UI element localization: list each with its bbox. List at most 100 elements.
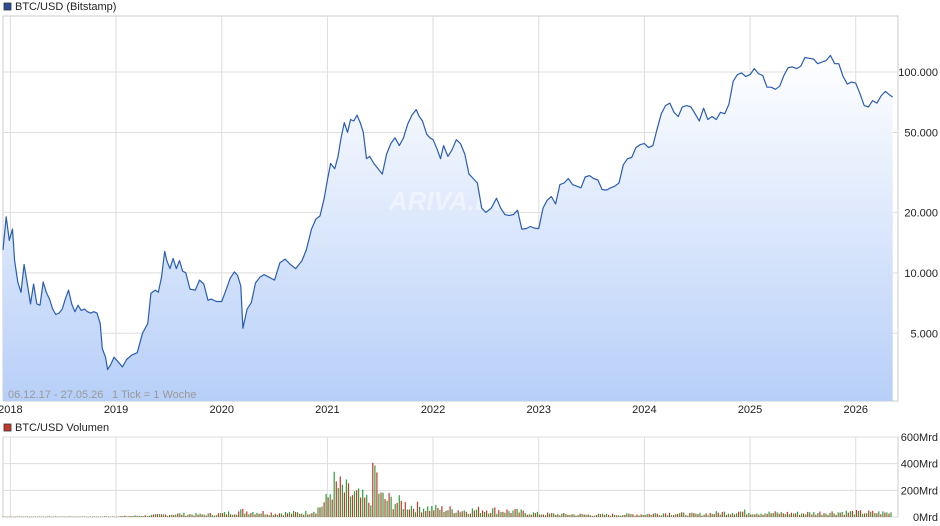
volume-bar <box>374 465 376 517</box>
volume-bar <box>577 514 579 517</box>
volume-bar <box>75 516 77 518</box>
volume-bar <box>559 515 561 517</box>
volume-bar <box>209 513 211 517</box>
volume-bar <box>51 516 53 518</box>
volume-bar <box>563 512 565 517</box>
volume-y-tick-label: 400Mrd <box>901 459 938 471</box>
volume-bar <box>156 514 158 517</box>
volume-bar <box>540 514 543 517</box>
volume-bar <box>681 512 683 517</box>
volume-bar <box>482 510 484 517</box>
price-y-tick-label: 100.000 <box>898 67 938 79</box>
volume-bar <box>770 513 772 517</box>
volume-bar <box>189 514 191 517</box>
volume-bar <box>185 515 187 517</box>
volume-bar <box>754 514 756 517</box>
volume-bar <box>636 514 638 517</box>
volume-bar <box>833 513 835 517</box>
volume-bar <box>85 516 87 518</box>
volume-bar <box>187 514 189 517</box>
price-x-tick-label: 2023 <box>526 404 550 416</box>
volume-bar <box>778 513 780 517</box>
volume-bar <box>616 515 618 517</box>
volume-bar <box>173 515 175 517</box>
volume-bar <box>260 513 262 517</box>
volume-bar <box>703 514 705 517</box>
volume-bar <box>825 513 827 517</box>
volume-bar <box>2 516 4 518</box>
volume-bar <box>579 513 581 517</box>
volume-bar <box>626 513 628 517</box>
price-x-tick-label: 2024 <box>632 404 656 416</box>
volume-bar <box>632 514 634 517</box>
price-legend-swatch <box>3 2 12 11</box>
volume-bar <box>640 514 642 517</box>
volume-bar <box>862 513 864 517</box>
volume-bar <box>213 515 215 517</box>
volume-bar <box>219 513 221 517</box>
volume-bar <box>738 511 740 517</box>
volume-bar <box>108 516 110 518</box>
volume-bar <box>597 513 599 517</box>
volume-bar <box>329 494 331 517</box>
volume-bar <box>610 515 612 517</box>
price-legend-label: BTC/USD (Bitstamp) <box>15 1 116 13</box>
volume-bar <box>412 508 415 517</box>
volume-bar <box>768 511 770 517</box>
volume-bar <box>872 510 874 517</box>
volume-bar <box>61 516 63 517</box>
volume-bar <box>447 510 449 517</box>
volume-bar <box>837 512 839 517</box>
volume-bar <box>95 516 98 518</box>
volume-bar <box>293 511 295 517</box>
volume-bar <box>372 462 374 517</box>
volume-bar <box>270 512 272 517</box>
volume-bar <box>427 506 429 517</box>
volume-bar <box>41 516 43 518</box>
volume-bar <box>658 515 660 517</box>
volume-bar <box>230 514 232 517</box>
volume-bar <box>223 512 226 517</box>
volume-bar <box>291 513 293 517</box>
volume-bar <box>140 516 142 517</box>
volume-bar <box>63 516 65 517</box>
volume-bar <box>654 513 656 517</box>
volume-bar <box>664 513 667 517</box>
volume-bar <box>278 513 280 517</box>
volume-bar <box>774 511 776 517</box>
volume-bar <box>343 492 345 517</box>
volume-y-axis: 0Mrd 200Mrd 400Mrd 600Mrd <box>901 432 938 524</box>
volume-bar <box>668 512 671 517</box>
volume-bar <box>152 514 154 517</box>
volume-bar <box>656 513 658 517</box>
volume-bar <box>721 511 723 517</box>
volume-bar <box>268 515 270 517</box>
volume-bar <box>805 514 807 517</box>
volume-bar <box>118 516 120 517</box>
volume-bar <box>45 516 47 518</box>
volume-bar <box>205 515 207 517</box>
volume-bar <box>449 506 451 517</box>
volume-bar <box>345 479 347 517</box>
volume-bar <box>855 510 858 517</box>
volume-bar <box>514 509 516 517</box>
volume-bar <box>315 513 317 517</box>
price-x-tick-label: 2026 <box>843 404 867 416</box>
volume-bar <box>851 510 853 517</box>
volume-bar <box>591 515 593 517</box>
volume-bar <box>731 513 734 517</box>
volume-bar <box>502 511 504 517</box>
volume-bar <box>366 494 368 517</box>
volume-bar <box>146 516 148 517</box>
volume-bar <box>473 510 475 517</box>
volume-bar <box>642 514 644 517</box>
volume-bar <box>622 515 624 517</box>
volume-bar <box>402 509 404 517</box>
volume-bar <box>843 514 845 517</box>
volume-bar <box>301 513 303 517</box>
volume-bar <box>817 513 819 517</box>
volume-bar <box>339 476 341 517</box>
volume-bar <box>431 506 433 517</box>
volume-bar <box>171 514 173 517</box>
volume-bar <box>175 514 177 517</box>
